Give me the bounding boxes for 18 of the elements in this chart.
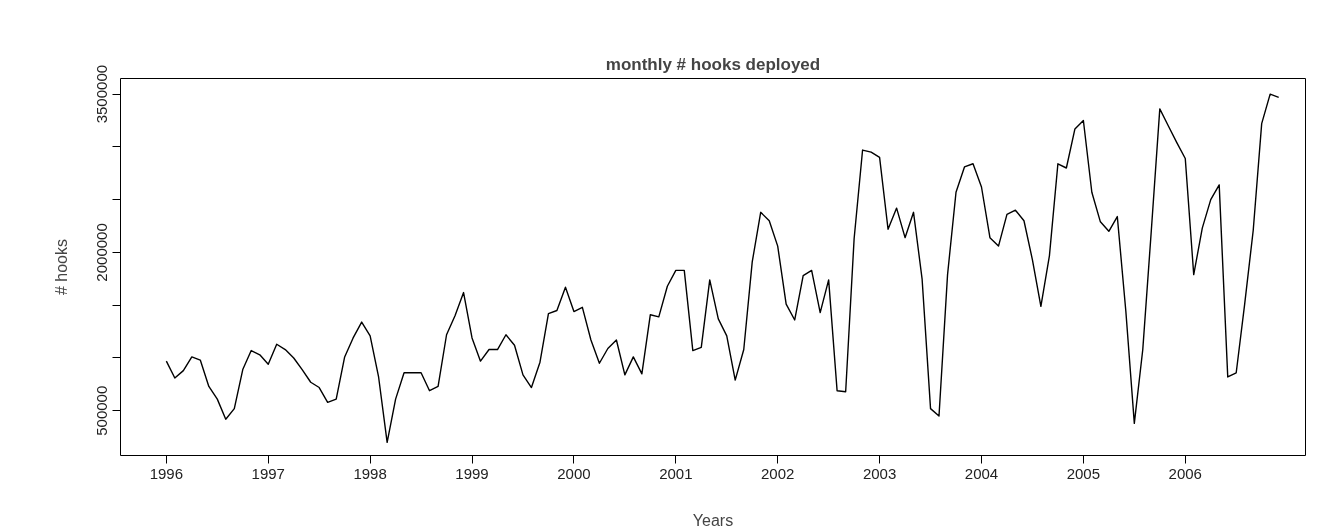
x-tick-label: 2002: [761, 464, 795, 482]
y-tick-label: 3500000: [93, 64, 111, 124]
x-axis-title: Years: [692, 511, 734, 529]
x-tick-label: 1997: [251, 464, 285, 482]
x-tick-label: 1996: [149, 464, 184, 482]
x-tick-label: 1998: [353, 464, 387, 482]
chart-title: monthly # hooks deployed: [605, 54, 821, 74]
x-tick-label: 2003: [862, 464, 897, 482]
x-tick-label: 2006: [1168, 464, 1202, 482]
y-tick-label: 500000: [93, 385, 111, 436]
x-tick-label: 2005: [1066, 464, 1101, 482]
line-series: [165, 93, 1280, 444]
x-tick-label: 2004: [964, 464, 999, 482]
x-tick-label: 2000: [557, 464, 591, 482]
x-tick-label: 2001: [659, 464, 693, 482]
y-axis-title: # hooks: [52, 238, 70, 296]
x-tick-label: 1999: [455, 464, 489, 482]
y-tick-label: 2000000: [93, 223, 111, 282]
